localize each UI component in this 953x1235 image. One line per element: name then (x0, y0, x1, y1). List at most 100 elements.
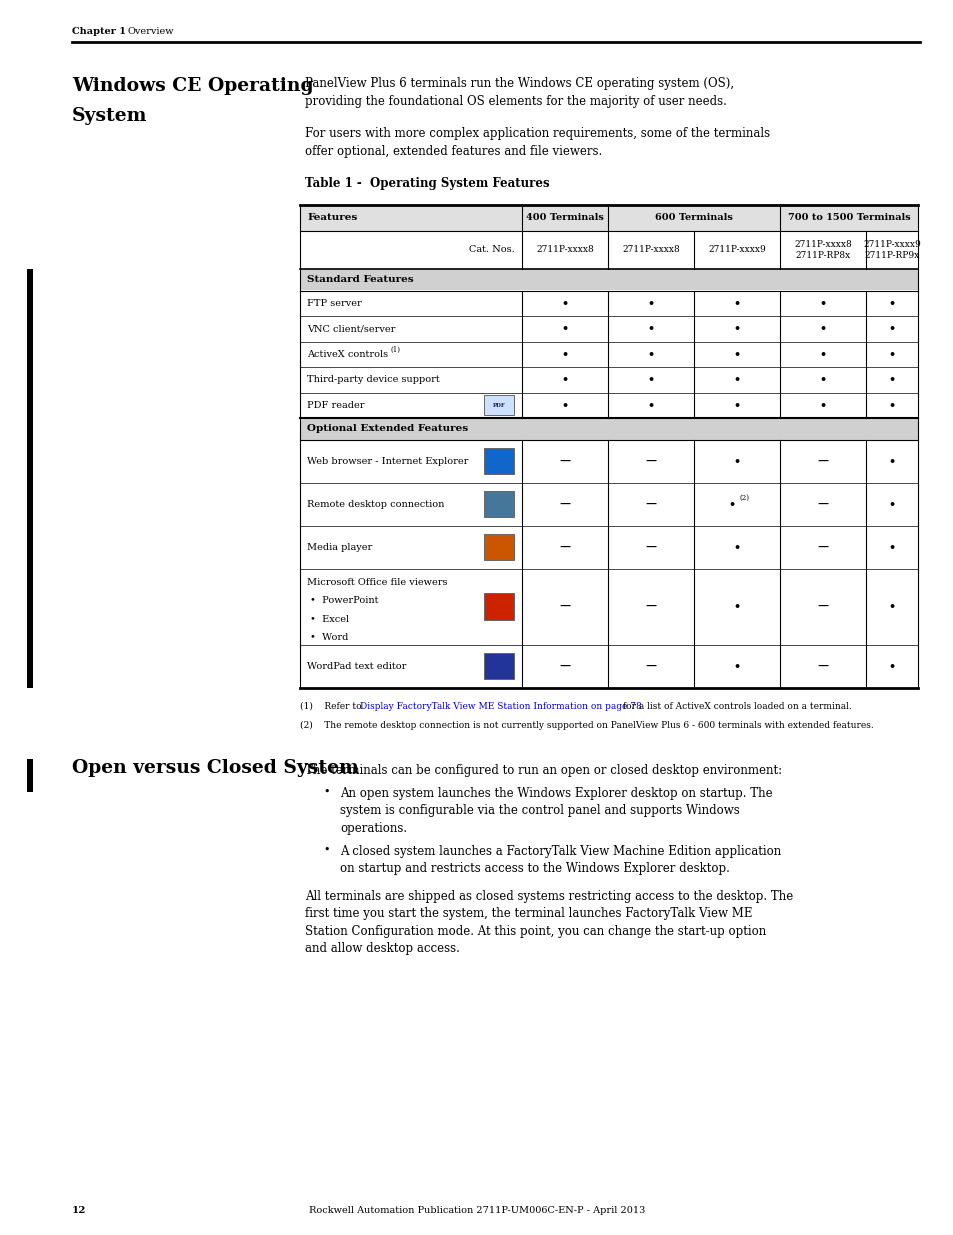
Text: •: • (733, 661, 740, 672)
Text: •: • (887, 348, 895, 359)
Text: FTP server: FTP server (307, 299, 361, 308)
Text: •: • (819, 348, 825, 359)
Bar (28, 440, 32, 483)
Text: —: — (645, 499, 656, 510)
Text: PanelView Plus 6 terminals run the Windows CE operating system (OS),
providing t: PanelView Plus 6 terminals run the Windo… (305, 77, 734, 107)
Text: —: — (645, 661, 656, 672)
Text: 12: 12 (71, 1207, 87, 1215)
Bar (483, 653, 514, 679)
Text: —: — (558, 541, 570, 552)
Bar (483, 593, 514, 620)
Text: •: • (887, 374, 895, 385)
Text: —: — (817, 541, 828, 552)
Text: •: • (733, 601, 740, 613)
Bar (483, 395, 514, 415)
Text: Features: Features (307, 214, 356, 222)
Text: —: — (645, 541, 656, 552)
Text: •: • (887, 499, 895, 510)
Text: •: • (728, 499, 735, 510)
Text: •  Excel: • Excel (310, 615, 349, 624)
Text: Open versus Closed System: Open versus Closed System (71, 758, 358, 777)
Text: •: • (733, 374, 740, 385)
Text: An open system launches the Windows Explorer desktop on startup. The
system is c: An open system launches the Windows Expl… (339, 787, 772, 835)
Text: •: • (561, 298, 568, 309)
Bar (299, 417, 917, 440)
Text: •: • (323, 845, 329, 855)
Text: —: — (558, 601, 570, 613)
Text: •: • (887, 601, 895, 613)
Text: 2711P-xxxx8: 2711P-xxxx8 (536, 246, 594, 254)
Text: System: System (71, 107, 147, 125)
Text: for a list of ActiveX controls loaded on a terminal.: for a list of ActiveX controls loaded on… (619, 701, 851, 710)
Text: —: — (645, 601, 656, 613)
Text: •: • (561, 324, 568, 335)
Text: •: • (819, 374, 825, 385)
Text: •: • (561, 400, 568, 411)
Text: Cat. Nos.: Cat. Nos. (469, 246, 515, 254)
Bar (299, 342, 917, 367)
Bar (299, 231, 917, 269)
Text: •: • (323, 787, 329, 797)
Text: Microsoft Office file viewers: Microsoft Office file viewers (307, 578, 447, 587)
Text: The terminals can be configured to run an open or closed desktop environment:: The terminals can be configured to run a… (305, 763, 781, 777)
Bar (28, 393, 32, 417)
Bar (299, 316, 917, 342)
Text: •: • (733, 298, 740, 309)
Text: 2711P-xxxx8: 2711P-xxxx8 (621, 246, 679, 254)
Bar (299, 440, 917, 483)
Bar (299, 483, 917, 526)
Text: •: • (733, 324, 740, 335)
Text: •  PowerPoint: • PowerPoint (310, 597, 378, 605)
Text: •: • (733, 348, 740, 359)
Text: WordPad text editor: WordPad text editor (307, 662, 406, 671)
Text: (2): (2) (739, 494, 748, 501)
Text: •: • (733, 456, 740, 467)
Text: •  Word: • Word (310, 634, 348, 642)
Text: —: — (645, 456, 656, 467)
Bar (299, 568, 917, 645)
Text: Third-party device support: Third-party device support (307, 375, 439, 384)
Text: Web browser - Internet Explorer: Web browser - Internet Explorer (307, 457, 468, 466)
Text: —: — (817, 661, 828, 672)
Text: •: • (887, 298, 895, 309)
Bar (28, 269, 32, 290)
Text: (2)    The remote desktop connection is not currently supported on PanelView Plu: (2) The remote desktop connection is not… (299, 720, 873, 730)
Text: •: • (561, 348, 568, 359)
Text: Windows CE Operating: Windows CE Operating (71, 77, 314, 95)
Text: —: — (817, 601, 828, 613)
Text: For users with more complex application requirements, some of the terminals
offe: For users with more complex application … (305, 127, 769, 158)
Text: •: • (887, 661, 895, 672)
Text: •: • (647, 298, 654, 309)
Text: —: — (558, 499, 570, 510)
Text: 2711P-xxxx9
2711P-RP9x: 2711P-xxxx9 2711P-RP9x (862, 240, 920, 259)
Text: 700 to 1500 Terminals: 700 to 1500 Terminals (787, 214, 909, 222)
Text: 600 Terminals: 600 Terminals (655, 214, 732, 222)
Bar (483, 448, 514, 474)
Text: Standard Features: Standard Features (307, 275, 414, 284)
Text: VNC client/server: VNC client/server (307, 325, 395, 333)
Text: —: — (558, 661, 570, 672)
Bar (299, 393, 917, 417)
Text: Media player: Media player (307, 542, 372, 552)
Text: Overview: Overview (127, 27, 173, 36)
Text: PDF reader: PDF reader (307, 400, 364, 410)
Text: —: — (817, 499, 828, 510)
Bar (28, 483, 32, 526)
Text: •: • (887, 541, 895, 552)
Text: •: • (647, 374, 654, 385)
Bar (28, 526, 32, 568)
Bar (299, 205, 917, 231)
Bar (28, 342, 32, 367)
Bar (299, 367, 917, 393)
Text: All terminals are shipped as closed systems restricting access to the desktop. T: All terminals are shipped as closed syst… (305, 889, 792, 955)
Bar (28, 645, 32, 688)
Text: •: • (647, 400, 654, 411)
Text: •: • (887, 324, 895, 335)
Bar (483, 492, 514, 517)
Text: Remote desktop connection: Remote desktop connection (307, 499, 444, 509)
Text: (1): (1) (390, 346, 399, 354)
Text: •: • (887, 456, 895, 467)
Text: Display FactoryTalk View ME Station Information on page 78: Display FactoryTalk View ME Station Info… (359, 701, 641, 710)
Bar (28, 417, 32, 440)
Text: (1)    Refer to: (1) Refer to (299, 701, 364, 710)
